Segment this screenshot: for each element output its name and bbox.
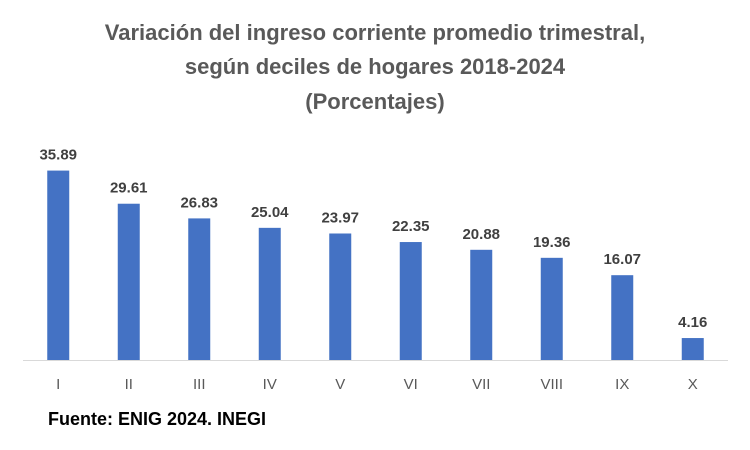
data-label-VII: 20.88 xyxy=(462,226,500,243)
bar-X xyxy=(681,338,704,360)
x-tick-label-VI: VI xyxy=(404,376,418,393)
x-tick-label-II: II xyxy=(125,376,133,393)
bar-VIII xyxy=(540,257,563,360)
x-tick-label-VII: VII xyxy=(472,376,490,393)
x-tick-label-X: X xyxy=(688,376,698,393)
data-label-III: 26.83 xyxy=(180,194,218,211)
bar-VII xyxy=(470,249,493,360)
bar-V xyxy=(329,233,352,360)
data-label-V: 23.97 xyxy=(321,209,359,226)
chart-title-line-3: (Porcentajes) xyxy=(305,89,445,114)
bar-II xyxy=(117,203,140,360)
x-tick-label-III: III xyxy=(193,376,206,393)
x-tick-label-IX: IX xyxy=(615,376,629,393)
data-label-II: 29.61 xyxy=(110,180,148,197)
x-tick-label-IV: IV xyxy=(263,376,277,393)
x-tick-label-V: V xyxy=(335,376,345,393)
data-label-I: 35.89 xyxy=(39,147,77,164)
bar-IX xyxy=(611,275,634,360)
data-label-IX: 16.07 xyxy=(603,251,641,268)
bar-I xyxy=(47,170,70,360)
data-label-IV: 25.04 xyxy=(251,204,289,221)
chart-title-line-2: según deciles de hogares 2018-2024 xyxy=(184,54,566,79)
data-label-X: 4.16 xyxy=(678,314,707,331)
x-tick-label-I: I xyxy=(56,376,60,393)
bar-IV xyxy=(258,227,281,360)
chart-title-line-1: Variación del ingreso corriente promedio… xyxy=(104,20,646,45)
bar-III xyxy=(188,218,211,360)
x-tick-label-VIII: VIII xyxy=(540,376,563,393)
source-note: Fuente: ENIG 2024. INEGI xyxy=(48,409,267,429)
bar-VI xyxy=(399,242,422,360)
data-label-VI: 22.35 xyxy=(392,218,430,235)
data-label-VIII: 19.36 xyxy=(533,234,571,251)
